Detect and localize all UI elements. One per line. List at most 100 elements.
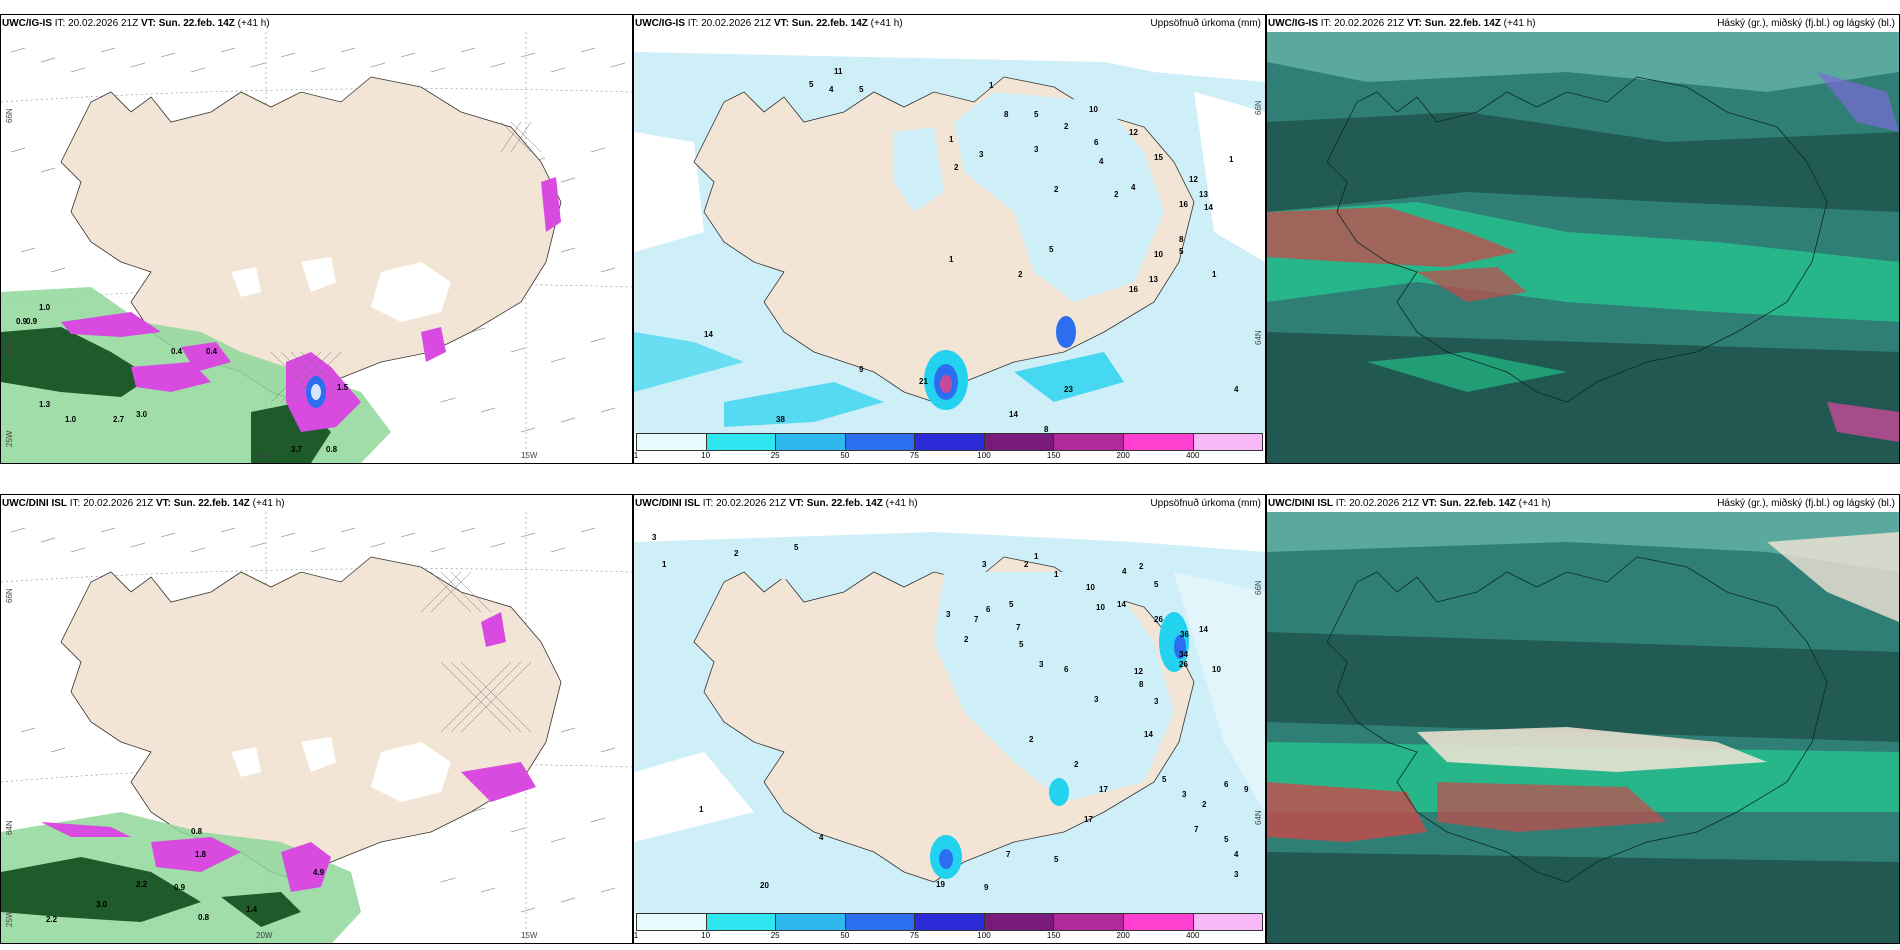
- svg-text:1: 1: [949, 135, 954, 144]
- svg-text:14: 14: [1144, 730, 1153, 739]
- precip-type-map: 1.0 0.9 0.9 0.4 0.4 1.5 1.3 1.0 2.7 3.0 …: [1, 32, 632, 463]
- svg-text:15: 15: [1154, 153, 1163, 162]
- svg-text:3: 3: [1094, 695, 1099, 704]
- svg-text:1: 1: [1212, 270, 1217, 279]
- svg-text:3: 3: [946, 610, 951, 619]
- panel-bottom-middle: UWC/DINI ISL IT: 20.02.2026 21Z VT: Sun.…: [633, 494, 1266, 944]
- svg-text:3: 3: [1154, 697, 1159, 706]
- svg-text:10: 10: [1154, 250, 1163, 259]
- svg-text:5: 5: [809, 80, 814, 89]
- svg-text:0.8: 0.8: [191, 827, 203, 836]
- svg-text:1.3: 1.3: [39, 400, 51, 409]
- svg-text:4: 4: [1234, 850, 1239, 859]
- lat-label-64n: 64N: [5, 340, 14, 355]
- scale-swatch: [984, 914, 1055, 930]
- svg-text:4.9: 4.9: [313, 868, 325, 877]
- lat-label-66n: 66N: [5, 588, 14, 603]
- scale-swatch: [984, 434, 1055, 450]
- svg-text:3: 3: [982, 560, 987, 569]
- svg-text:17: 17: [1099, 785, 1108, 794]
- svg-text:5: 5: [1054, 855, 1059, 864]
- svg-text:3.0: 3.0: [136, 410, 148, 419]
- svg-text:3: 3: [652, 533, 657, 542]
- svg-text:2.7: 2.7: [113, 415, 125, 424]
- lat-label-66n: 66N: [5, 108, 14, 123]
- panel-top-right: UWC/IG-IS IT: 20.02.2026 21Z VT: Sun. 22…: [1266, 14, 1900, 464]
- svg-text:0.4: 0.4: [171, 347, 183, 356]
- svg-text:2: 2: [1074, 760, 1079, 769]
- scale-swatch: [776, 914, 846, 930]
- svg-text:10: 10: [1096, 603, 1105, 612]
- scale-swatch: [1123, 914, 1194, 930]
- panel-title: Háský (gr.), miðský (fj.bl.) og lágský (…: [1717, 498, 1895, 509]
- scale-tick: 75: [909, 931, 919, 940]
- svg-text:2: 2: [1064, 122, 1069, 131]
- scale-tick: 50: [840, 451, 850, 460]
- panel-top-middle: UWC/IG-IS IT: 20.02.2026 21Z VT: Sun. 22…: [633, 14, 1266, 464]
- svg-text:16: 16: [1129, 285, 1138, 294]
- scale-colors: [636, 913, 1263, 931]
- scale-swatch: [706, 914, 777, 930]
- svg-text:3: 3: [1234, 870, 1239, 879]
- lat-label-64n: 64N: [1254, 330, 1263, 345]
- svg-text:3: 3: [1182, 790, 1187, 799]
- svg-text:4: 4: [819, 833, 824, 842]
- precip-scale-bar: 1 10 25 50 75 100 150 200 400: [634, 913, 1265, 943]
- svg-text:12: 12: [1129, 128, 1138, 137]
- scale-swatch: [845, 914, 916, 930]
- scale-tick: 10: [701, 931, 711, 940]
- svg-text:1: 1: [699, 805, 704, 814]
- precip-accum-map: 11 5 4 5 1 8 5 10 2 12 6 3 4 15 12 13 16…: [634, 32, 1265, 433]
- scale-swatch: [915, 914, 985, 930]
- svg-text:5: 5: [1179, 247, 1184, 256]
- svg-text:2: 2: [964, 635, 969, 644]
- scale-colors: [636, 433, 1263, 451]
- precip-accum-map: 3 1 2 5 3 2 1 1 10 2 4 10 14 5 26 36 14 …: [634, 512, 1265, 913]
- panel-bottom-left: UWC/DINI ISL IT: 20.02.2026 21Z VT: Sun.…: [0, 494, 633, 944]
- svg-text:2: 2: [954, 163, 959, 172]
- scale-swatch: [776, 434, 846, 450]
- svg-text:0.9: 0.9: [26, 317, 38, 326]
- svg-text:5: 5: [859, 85, 864, 94]
- svg-text:2: 2: [1202, 800, 1207, 809]
- scale-tick: 100: [977, 451, 991, 460]
- svg-text:7: 7: [1194, 825, 1199, 834]
- svg-text:26: 26: [1179, 660, 1188, 669]
- precip-scale-bar: 1 10 25 50 75 100 150 200 400: [634, 433, 1265, 463]
- svg-text:7: 7: [1006, 850, 1011, 859]
- svg-text:1.5: 1.5: [337, 383, 349, 392]
- panel-title: Háský (gr.), miðský (fj.bl.) og lágský (…: [1717, 18, 1895, 29]
- svg-text:1.4: 1.4: [246, 905, 258, 914]
- svg-text:3: 3: [979, 150, 984, 159]
- svg-text:4: 4: [1131, 183, 1136, 192]
- svg-text:38: 38: [776, 415, 785, 424]
- svg-text:2: 2: [1029, 735, 1034, 744]
- lon-label-25w: 25W: [5, 430, 14, 447]
- panel-header: UWC/IG-IS IT: 20.02.2026 21Z VT: Sun. 22…: [1267, 15, 1899, 32]
- svg-text:4: 4: [1122, 567, 1127, 576]
- cloud-cover-map: [1267, 512, 1899, 943]
- svg-text:4: 4: [1234, 385, 1239, 394]
- svg-text:1.0: 1.0: [39, 303, 51, 312]
- svg-text:1.8: 1.8: [195, 850, 207, 859]
- lon-label-15w: 15W: [521, 451, 538, 460]
- lat-label-66n: 66N: [1254, 100, 1263, 115]
- svg-text:1: 1: [1034, 552, 1039, 561]
- lat-label-66n: 66N: [1254, 580, 1263, 595]
- scale-swatch: [706, 434, 777, 450]
- svg-text:14: 14: [1009, 410, 1018, 419]
- svg-text:1: 1: [949, 255, 954, 264]
- svg-text:0.8: 0.8: [198, 913, 210, 922]
- svg-text:10: 10: [1089, 105, 1098, 114]
- svg-text:13: 13: [1199, 190, 1208, 199]
- svg-text:3.0: 3.0: [96, 900, 108, 909]
- svg-text:12: 12: [1134, 667, 1143, 676]
- precip-type-map: 1.8 2.2 0.9 3.0 2.2 0.8 1.4 4.9 0.8: [1, 512, 632, 943]
- svg-text:8: 8: [1004, 110, 1009, 119]
- svg-text:3: 3: [1034, 145, 1039, 154]
- svg-text:1: 1: [1054, 570, 1059, 579]
- svg-text:2.2: 2.2: [136, 880, 148, 889]
- svg-text:1.0: 1.0: [65, 415, 77, 424]
- svg-text:14: 14: [704, 330, 713, 339]
- scale-swatch: [1193, 434, 1263, 450]
